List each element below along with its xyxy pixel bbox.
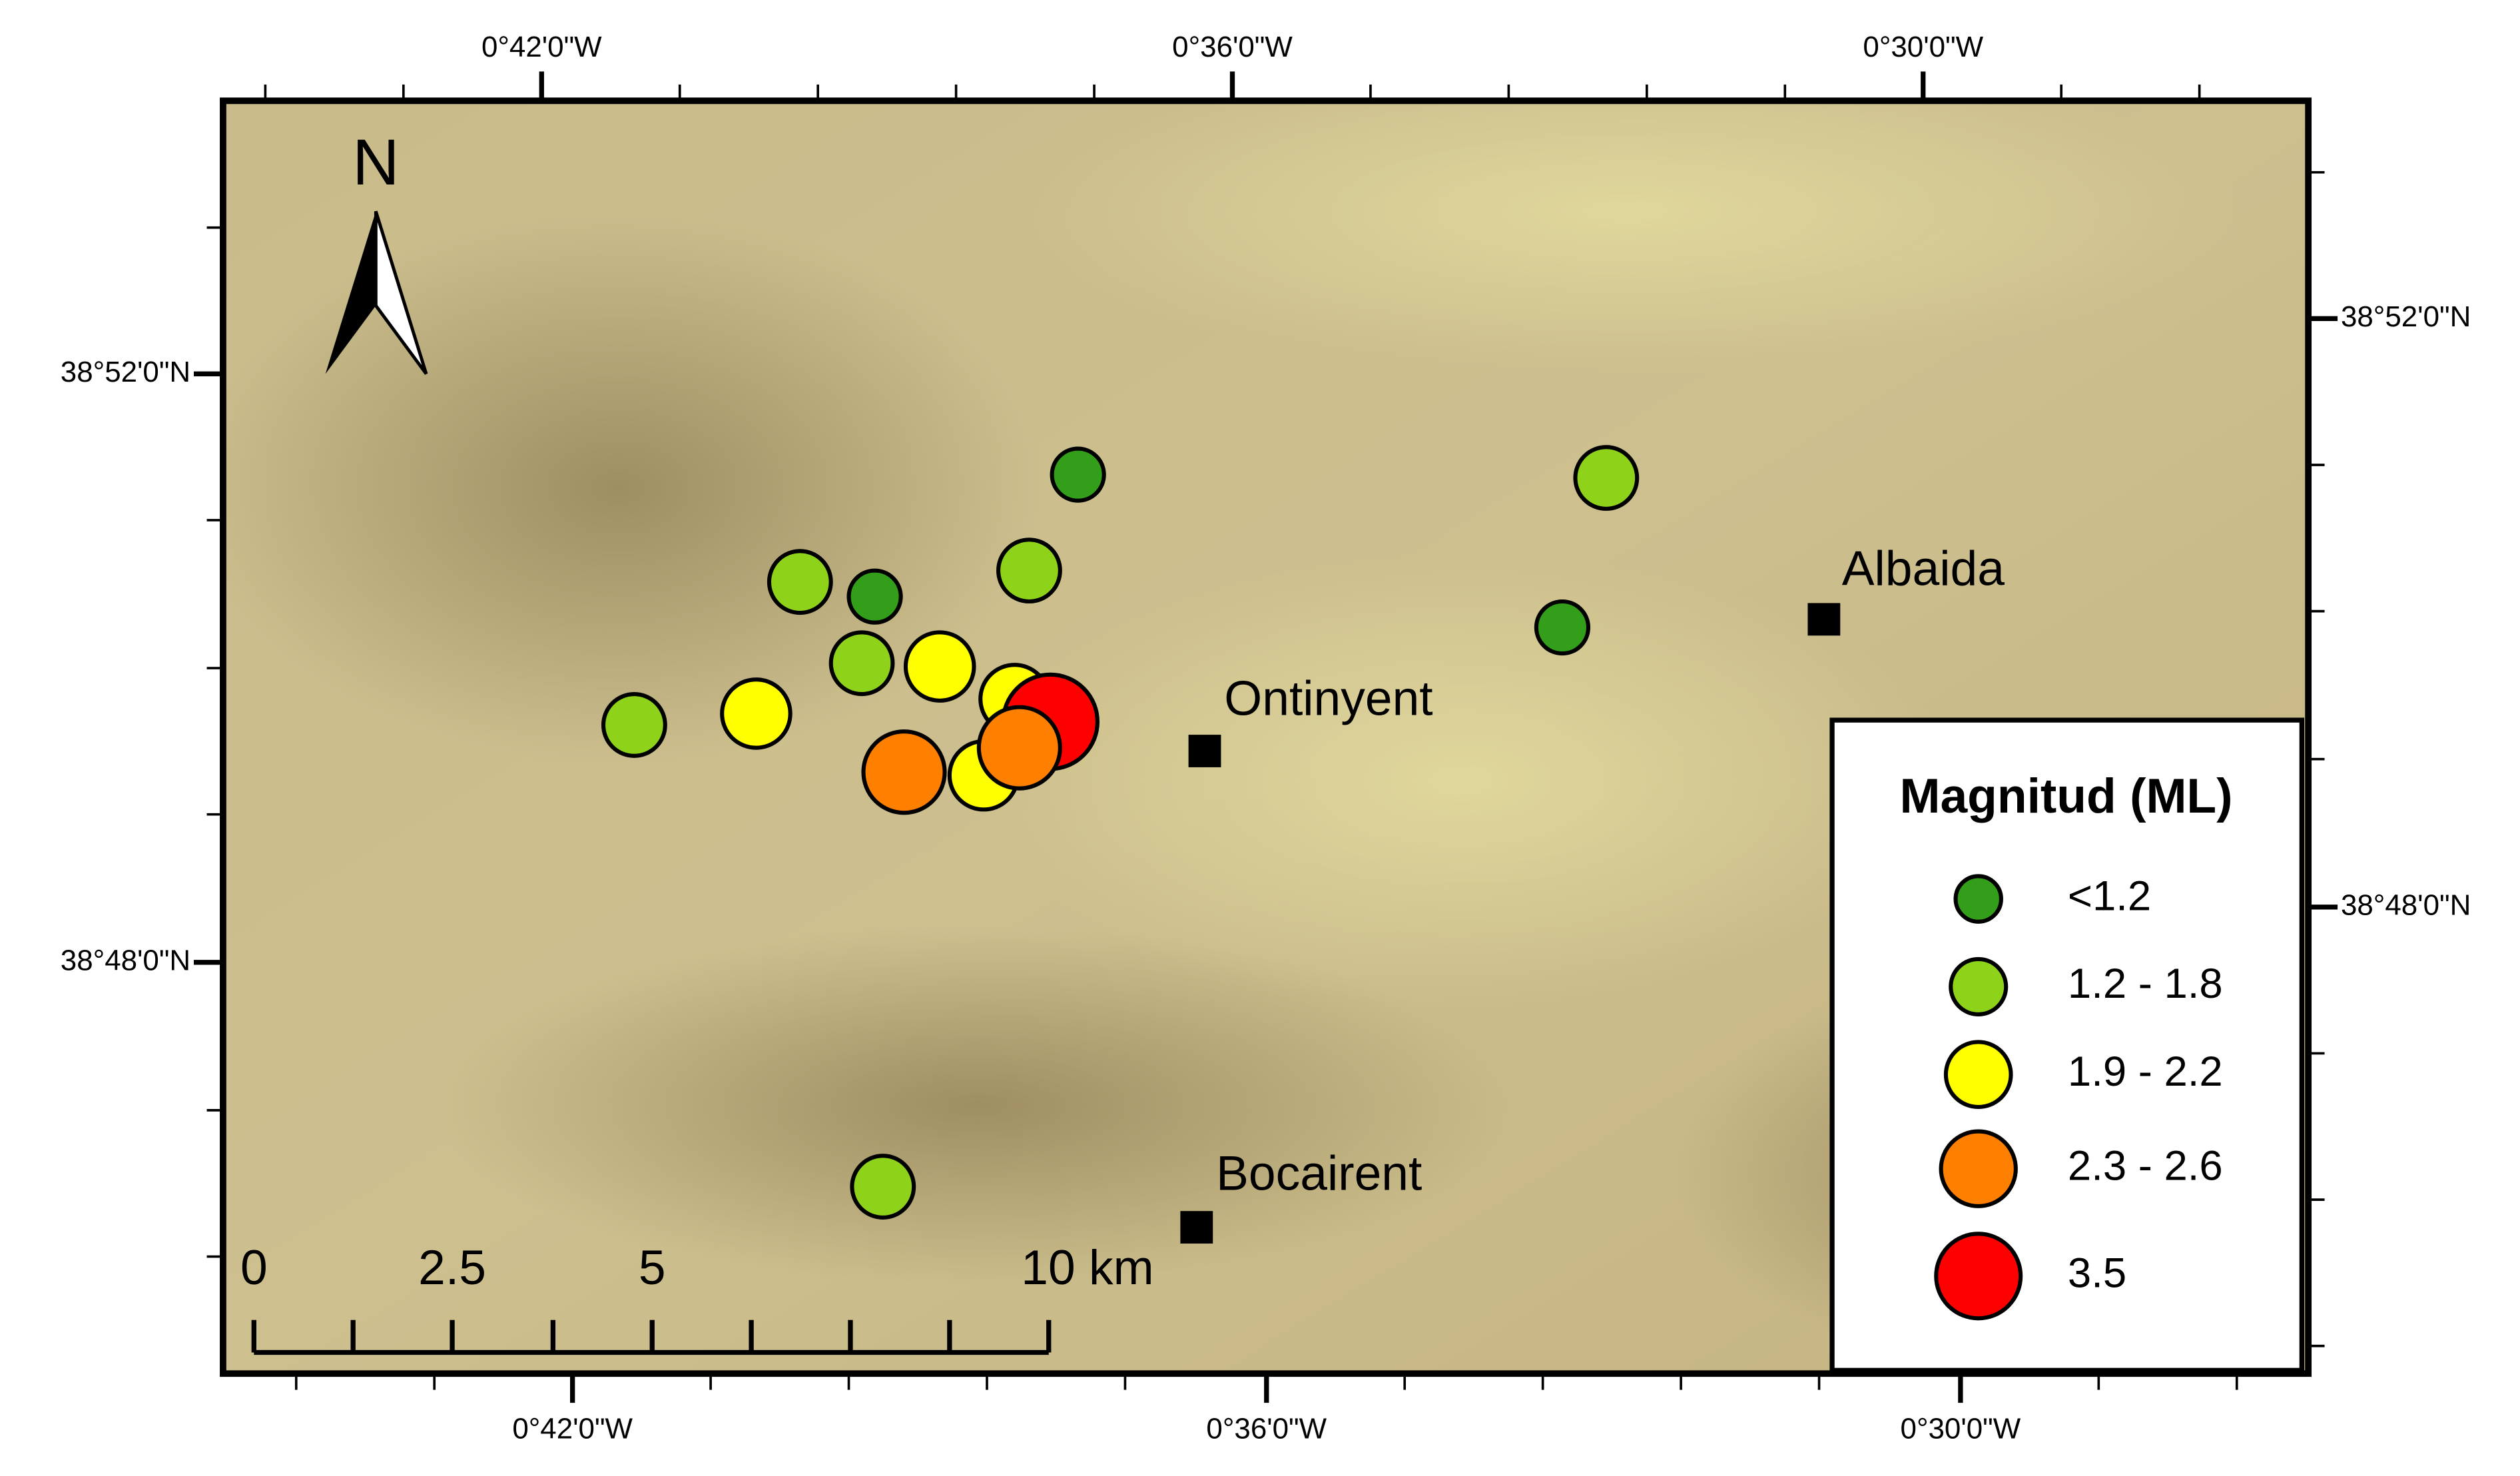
earthquake: [903, 630, 976, 703]
scale-label: 2.5: [418, 1240, 486, 1295]
town-label: Albaida: [1842, 541, 2005, 595]
scale-label: 5: [639, 1240, 666, 1295]
legend-symbol: [1943, 1040, 2013, 1110]
bottom-axis-label: 0°42'0"W: [512, 1412, 633, 1445]
legend-label: <1.2: [2068, 873, 2151, 919]
left-axis-label: 38°48'0"N: [61, 944, 190, 976]
scale-label: 10 km: [1021, 1240, 1153, 1295]
town-marker: [1180, 1211, 1213, 1244]
right-axis-label: 38°48'0"N: [2341, 889, 2471, 921]
map-frame: [220, 97, 2312, 1377]
earthquake: [861, 729, 947, 815]
earthquake: [846, 568, 903, 625]
plain: [1008, 101, 2244, 374]
bottom-axis-label: 0°36'0"W: [1206, 1412, 1327, 1445]
earthquake: [1573, 445, 1640, 511]
legend-box: [1829, 717, 2305, 1373]
earthquake: [1050, 446, 1106, 503]
scale-label: 0: [240, 1240, 268, 1295]
legend-title: Magnitud (ML): [1899, 769, 2232, 823]
legend-label: 1.2 - 1.8: [2068, 960, 2223, 1007]
top-axis-label: 0°42'0"W: [481, 31, 602, 63]
legend-symbol: [1953, 874, 2003, 924]
north-arrow-right: [374, 210, 428, 375]
legend-symbol: [1934, 1232, 2023, 1321]
legend-label: 3.5: [2068, 1250, 2126, 1297]
top-axis-label: 0°36'0"W: [1172, 31, 1293, 63]
town-marker: [1807, 603, 1841, 636]
relief: [439, 926, 1512, 1285]
earthquake: [828, 630, 895, 697]
earthquake: [996, 538, 1062, 604]
town-label: Bocairent: [1216, 1146, 1422, 1200]
earthquake: [1534, 599, 1591, 656]
left-axis-label: 38°52'0"N: [61, 356, 190, 388]
plain: [975, 552, 1951, 1008]
north-arrow: N: [325, 126, 428, 375]
right-axis-label: 38°52'0"N: [2341, 300, 2471, 333]
legend-label: 1.9 - 2.2: [2068, 1048, 2223, 1095]
relief: [222, 211, 1041, 764]
earthquake: [601, 692, 667, 758]
top-axis-label: 0°30'0"W: [1863, 31, 1983, 63]
earthquake: [767, 549, 833, 615]
legend-label: 2.3 - 2.6: [2068, 1143, 2223, 1190]
town-marker: [1188, 735, 1221, 767]
north-label: N: [352, 126, 399, 198]
town-label: Ontinyent: [1224, 671, 1432, 726]
earthquake: [850, 1154, 916, 1220]
north-arrow-left: [325, 211, 376, 374]
legend-symbol: [1949, 956, 2009, 1016]
legend-symbol: [1939, 1129, 2018, 1208]
earthquake: [720, 677, 792, 750]
bottom-axis-label: 0°30'0"W: [1901, 1412, 2021, 1445]
earthquake: [976, 705, 1062, 791]
